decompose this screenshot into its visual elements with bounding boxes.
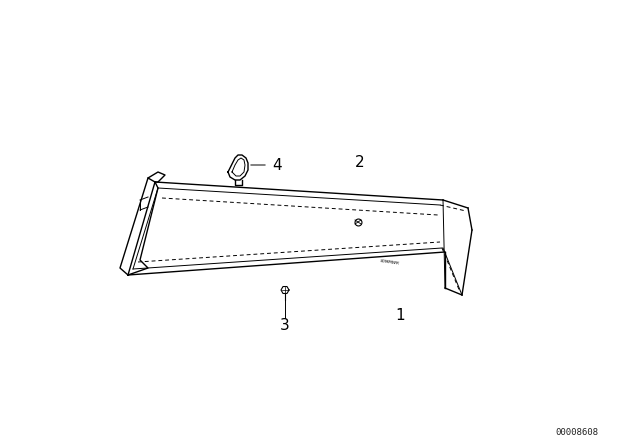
Text: 00008608: 00008608 xyxy=(555,427,598,436)
Text: 4: 4 xyxy=(272,158,282,172)
Text: SOMMWR: SOMMWR xyxy=(380,258,400,265)
Text: 2: 2 xyxy=(355,155,365,169)
Text: 3: 3 xyxy=(280,318,290,332)
Text: 1: 1 xyxy=(395,307,405,323)
